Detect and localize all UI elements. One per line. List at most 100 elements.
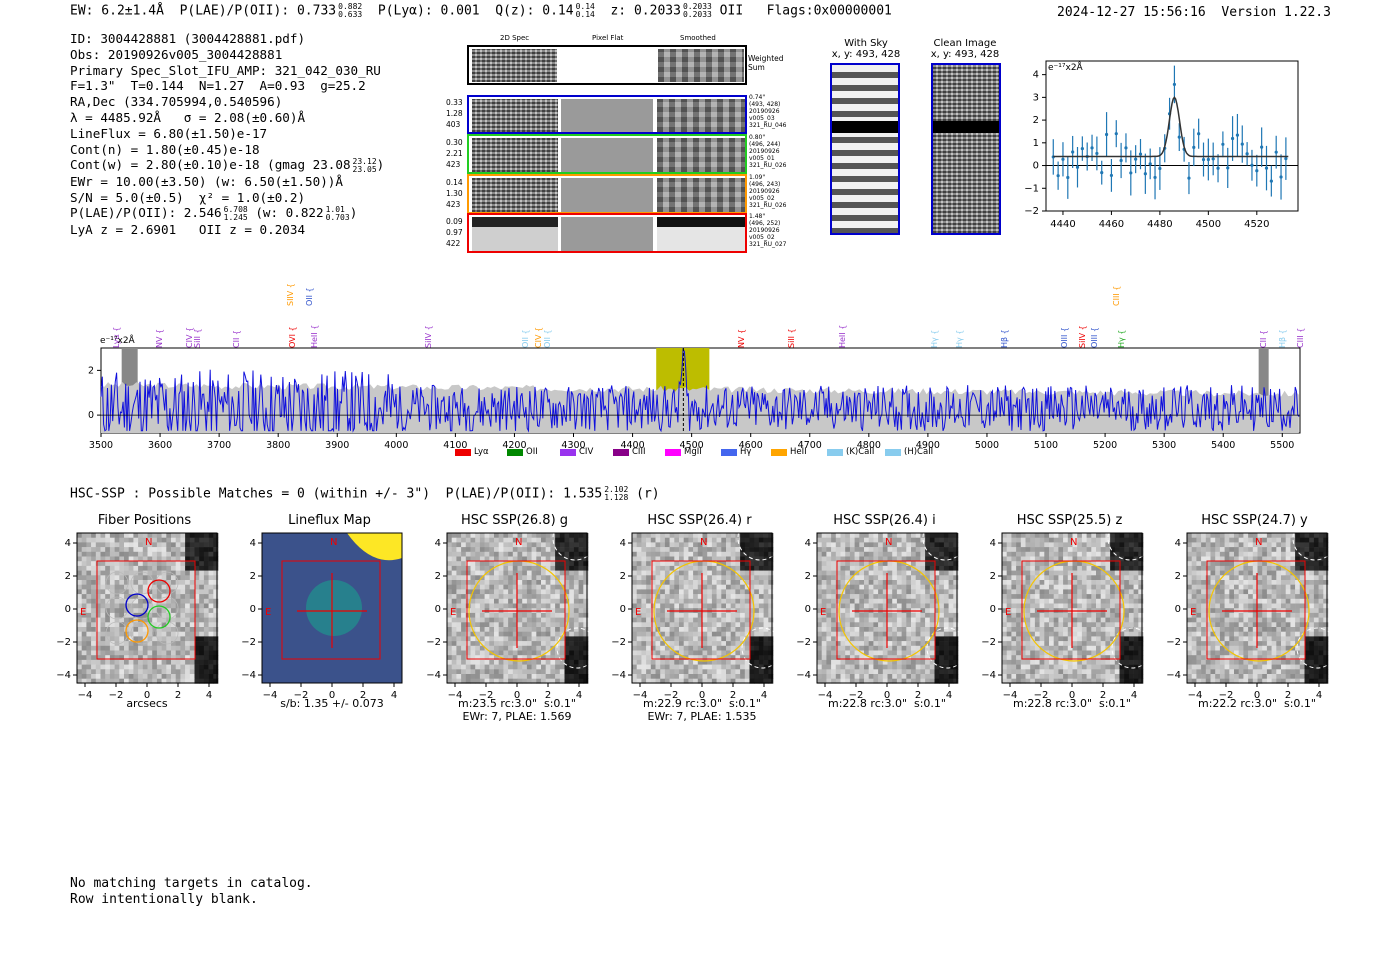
pixel xyxy=(508,631,514,637)
pixel xyxy=(1044,584,1050,590)
pixel xyxy=(489,617,495,623)
pixel xyxy=(826,608,832,614)
pixel xyxy=(763,561,769,567)
pixel xyxy=(517,674,523,679)
pixel xyxy=(208,580,214,585)
pixel xyxy=(646,542,652,548)
panel-title: HSC SSP(26.4) r xyxy=(647,513,752,528)
pixel xyxy=(199,674,205,679)
pixel xyxy=(545,678,551,684)
pixel xyxy=(185,678,191,684)
pixel xyxy=(545,537,551,543)
pixel xyxy=(740,669,746,675)
pixel xyxy=(180,627,186,632)
pixel xyxy=(508,636,514,642)
pixel xyxy=(1039,556,1045,562)
pixel xyxy=(479,551,485,557)
pixel xyxy=(142,561,148,567)
pixel xyxy=(185,664,191,670)
pixel xyxy=(498,659,504,665)
pixel xyxy=(901,636,907,642)
legend-label: Lyα xyxy=(474,447,489,457)
pixel xyxy=(882,551,888,557)
pixel xyxy=(583,561,589,567)
pixel xyxy=(203,674,209,679)
pixel xyxy=(479,622,485,628)
pixel xyxy=(447,580,452,585)
pixel xyxy=(840,612,846,618)
pixel xyxy=(763,631,769,637)
pixel xyxy=(1086,617,1092,623)
pixel xyxy=(892,655,898,661)
pixel xyxy=(512,547,518,553)
pixel xyxy=(953,678,959,684)
zoom-point xyxy=(1124,146,1128,150)
zoom-point xyxy=(1080,146,1084,151)
pixel xyxy=(479,594,485,600)
pixel xyxy=(77,547,82,553)
pixel xyxy=(1053,612,1059,618)
pixel xyxy=(189,650,195,656)
legend-swatch xyxy=(665,448,681,456)
pixel xyxy=(679,622,684,628)
pixel xyxy=(840,598,846,604)
pixel xyxy=(906,556,912,562)
pixel xyxy=(489,622,495,628)
pixel xyxy=(100,655,106,661)
image-panel-3: HSC SSP(26.8) g N E −4 −2 0 2 4 4 2 0 −2 −4 m:23.5 rc… xyxy=(427,510,607,725)
pixel xyxy=(213,612,219,618)
pixel xyxy=(679,650,684,656)
pixel xyxy=(697,678,703,684)
pixel xyxy=(707,627,713,632)
pixel xyxy=(166,674,172,679)
pixel xyxy=(817,612,822,618)
pixel xyxy=(194,612,200,618)
pixel xyxy=(873,674,879,679)
pixel xyxy=(461,669,467,675)
pixel xyxy=(1077,612,1083,618)
pixel xyxy=(171,645,176,651)
pixel xyxy=(929,551,935,557)
pixel xyxy=(726,631,731,637)
pixel xyxy=(864,636,869,642)
pixel xyxy=(573,645,579,651)
pixel xyxy=(124,608,129,614)
pixel xyxy=(1044,575,1050,581)
pixel xyxy=(156,641,162,647)
pixel xyxy=(503,674,509,679)
pixel xyxy=(768,575,774,581)
zoom-point xyxy=(1216,166,1220,170)
pixel xyxy=(669,603,675,609)
pixel xyxy=(124,674,129,679)
pixel xyxy=(1081,565,1087,571)
pixel xyxy=(915,622,921,628)
pixel xyxy=(185,617,191,623)
pixel xyxy=(849,669,855,675)
pixel xyxy=(758,641,764,647)
pixel xyxy=(674,603,680,609)
pixel xyxy=(721,594,727,600)
pixel xyxy=(465,542,471,548)
pixel xyxy=(763,636,769,642)
pixel xyxy=(641,589,647,595)
pixel xyxy=(1034,612,1040,618)
pixel xyxy=(664,547,670,553)
pixel xyxy=(840,622,846,628)
pixel xyxy=(142,669,148,675)
pixel xyxy=(664,594,670,600)
pixel xyxy=(768,580,774,585)
pixel xyxy=(882,603,888,609)
pixel xyxy=(859,664,865,670)
pixel xyxy=(740,542,746,548)
pixel xyxy=(817,584,822,590)
spectrum-ytick-label: 0 xyxy=(88,410,94,421)
pixel xyxy=(555,533,561,538)
pixel xyxy=(939,641,945,647)
pixel xyxy=(1114,533,1120,538)
pixel xyxy=(461,598,467,604)
pixel xyxy=(730,655,736,661)
pixel xyxy=(826,533,832,538)
pixel xyxy=(1034,603,1040,609)
pixel xyxy=(915,650,921,656)
pixel xyxy=(1124,617,1130,623)
